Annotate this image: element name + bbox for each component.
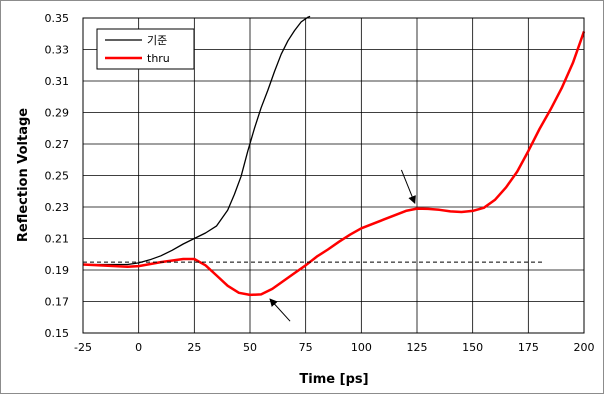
x-tick-label: 50 [243, 341, 257, 354]
series-layer [82, 15, 586, 297]
x-tick-label: 175 [518, 341, 539, 354]
tick-labels: -25 0 25 50 75 100 125 150 175 200 0.15 0.17 0.19 0.2… [45, 12, 595, 354]
series-line-thru [82, 30, 586, 297]
y-tick-label: 0.31 [45, 75, 70, 88]
chart-svg: -25 0 25 50 75 100 125 150 175 200 0.15 0.17 0.19 0.2… [16, 12, 595, 387]
y-tick-label: 0.17 [45, 296, 70, 309]
y-tick-label: 0.29 [45, 107, 70, 120]
y-tick-label: 0.19 [45, 264, 70, 277]
x-tick-label: 200 [574, 341, 595, 354]
chart-frame: -25 0 25 50 75 100 125 150 175 200 0.15 0.17 0.19 0.2… [0, 0, 604, 394]
legend-label-thru: thru [147, 52, 170, 65]
annotation-arrow [400, 169, 416, 204]
y-tick-label: 0.33 [45, 44, 70, 57]
x-axis-title: Time [ps] [299, 372, 368, 387]
x-tick-label: 0 [135, 341, 142, 354]
y-tick-label: 0.21 [45, 233, 70, 246]
y-tick-label: 0.15 [45, 327, 70, 340]
legend-box [96, 28, 195, 70]
x-tick-label: 75 [299, 341, 313, 354]
series-line-gijun [83, 15, 311, 266]
x-tick-label: 25 [187, 341, 201, 354]
x-tick-label: 150 [462, 341, 483, 354]
y-tick-label: 0.35 [45, 12, 70, 25]
legend-label-gijun: 기준 [147, 34, 167, 47]
x-tick-label: -25 [74, 341, 92, 354]
y-tick-label: 0.27 [45, 138, 70, 151]
annotation-arrow [269, 298, 291, 322]
x-tick-label: 100 [351, 341, 372, 354]
y-tick-label: 0.23 [45, 201, 70, 214]
plot-border [82, 17, 585, 334]
legend: 기준 thru [96, 28, 195, 70]
y-axis-title: Reflection Voltage [16, 108, 31, 242]
x-tick-label: 125 [407, 341, 428, 354]
y-tick-label: 0.25 [45, 170, 70, 183]
annotation-layer [269, 169, 416, 322]
